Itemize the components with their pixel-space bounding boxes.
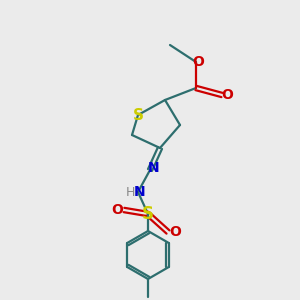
Text: N: N: [148, 161, 160, 175]
Text: H: H: [125, 185, 135, 199]
Text: O: O: [111, 203, 123, 217]
Text: N: N: [134, 185, 146, 199]
Text: O: O: [192, 55, 204, 69]
Text: S: S: [133, 107, 143, 122]
Text: O: O: [169, 225, 181, 239]
Text: S: S: [142, 205, 154, 223]
Text: O: O: [221, 88, 233, 102]
